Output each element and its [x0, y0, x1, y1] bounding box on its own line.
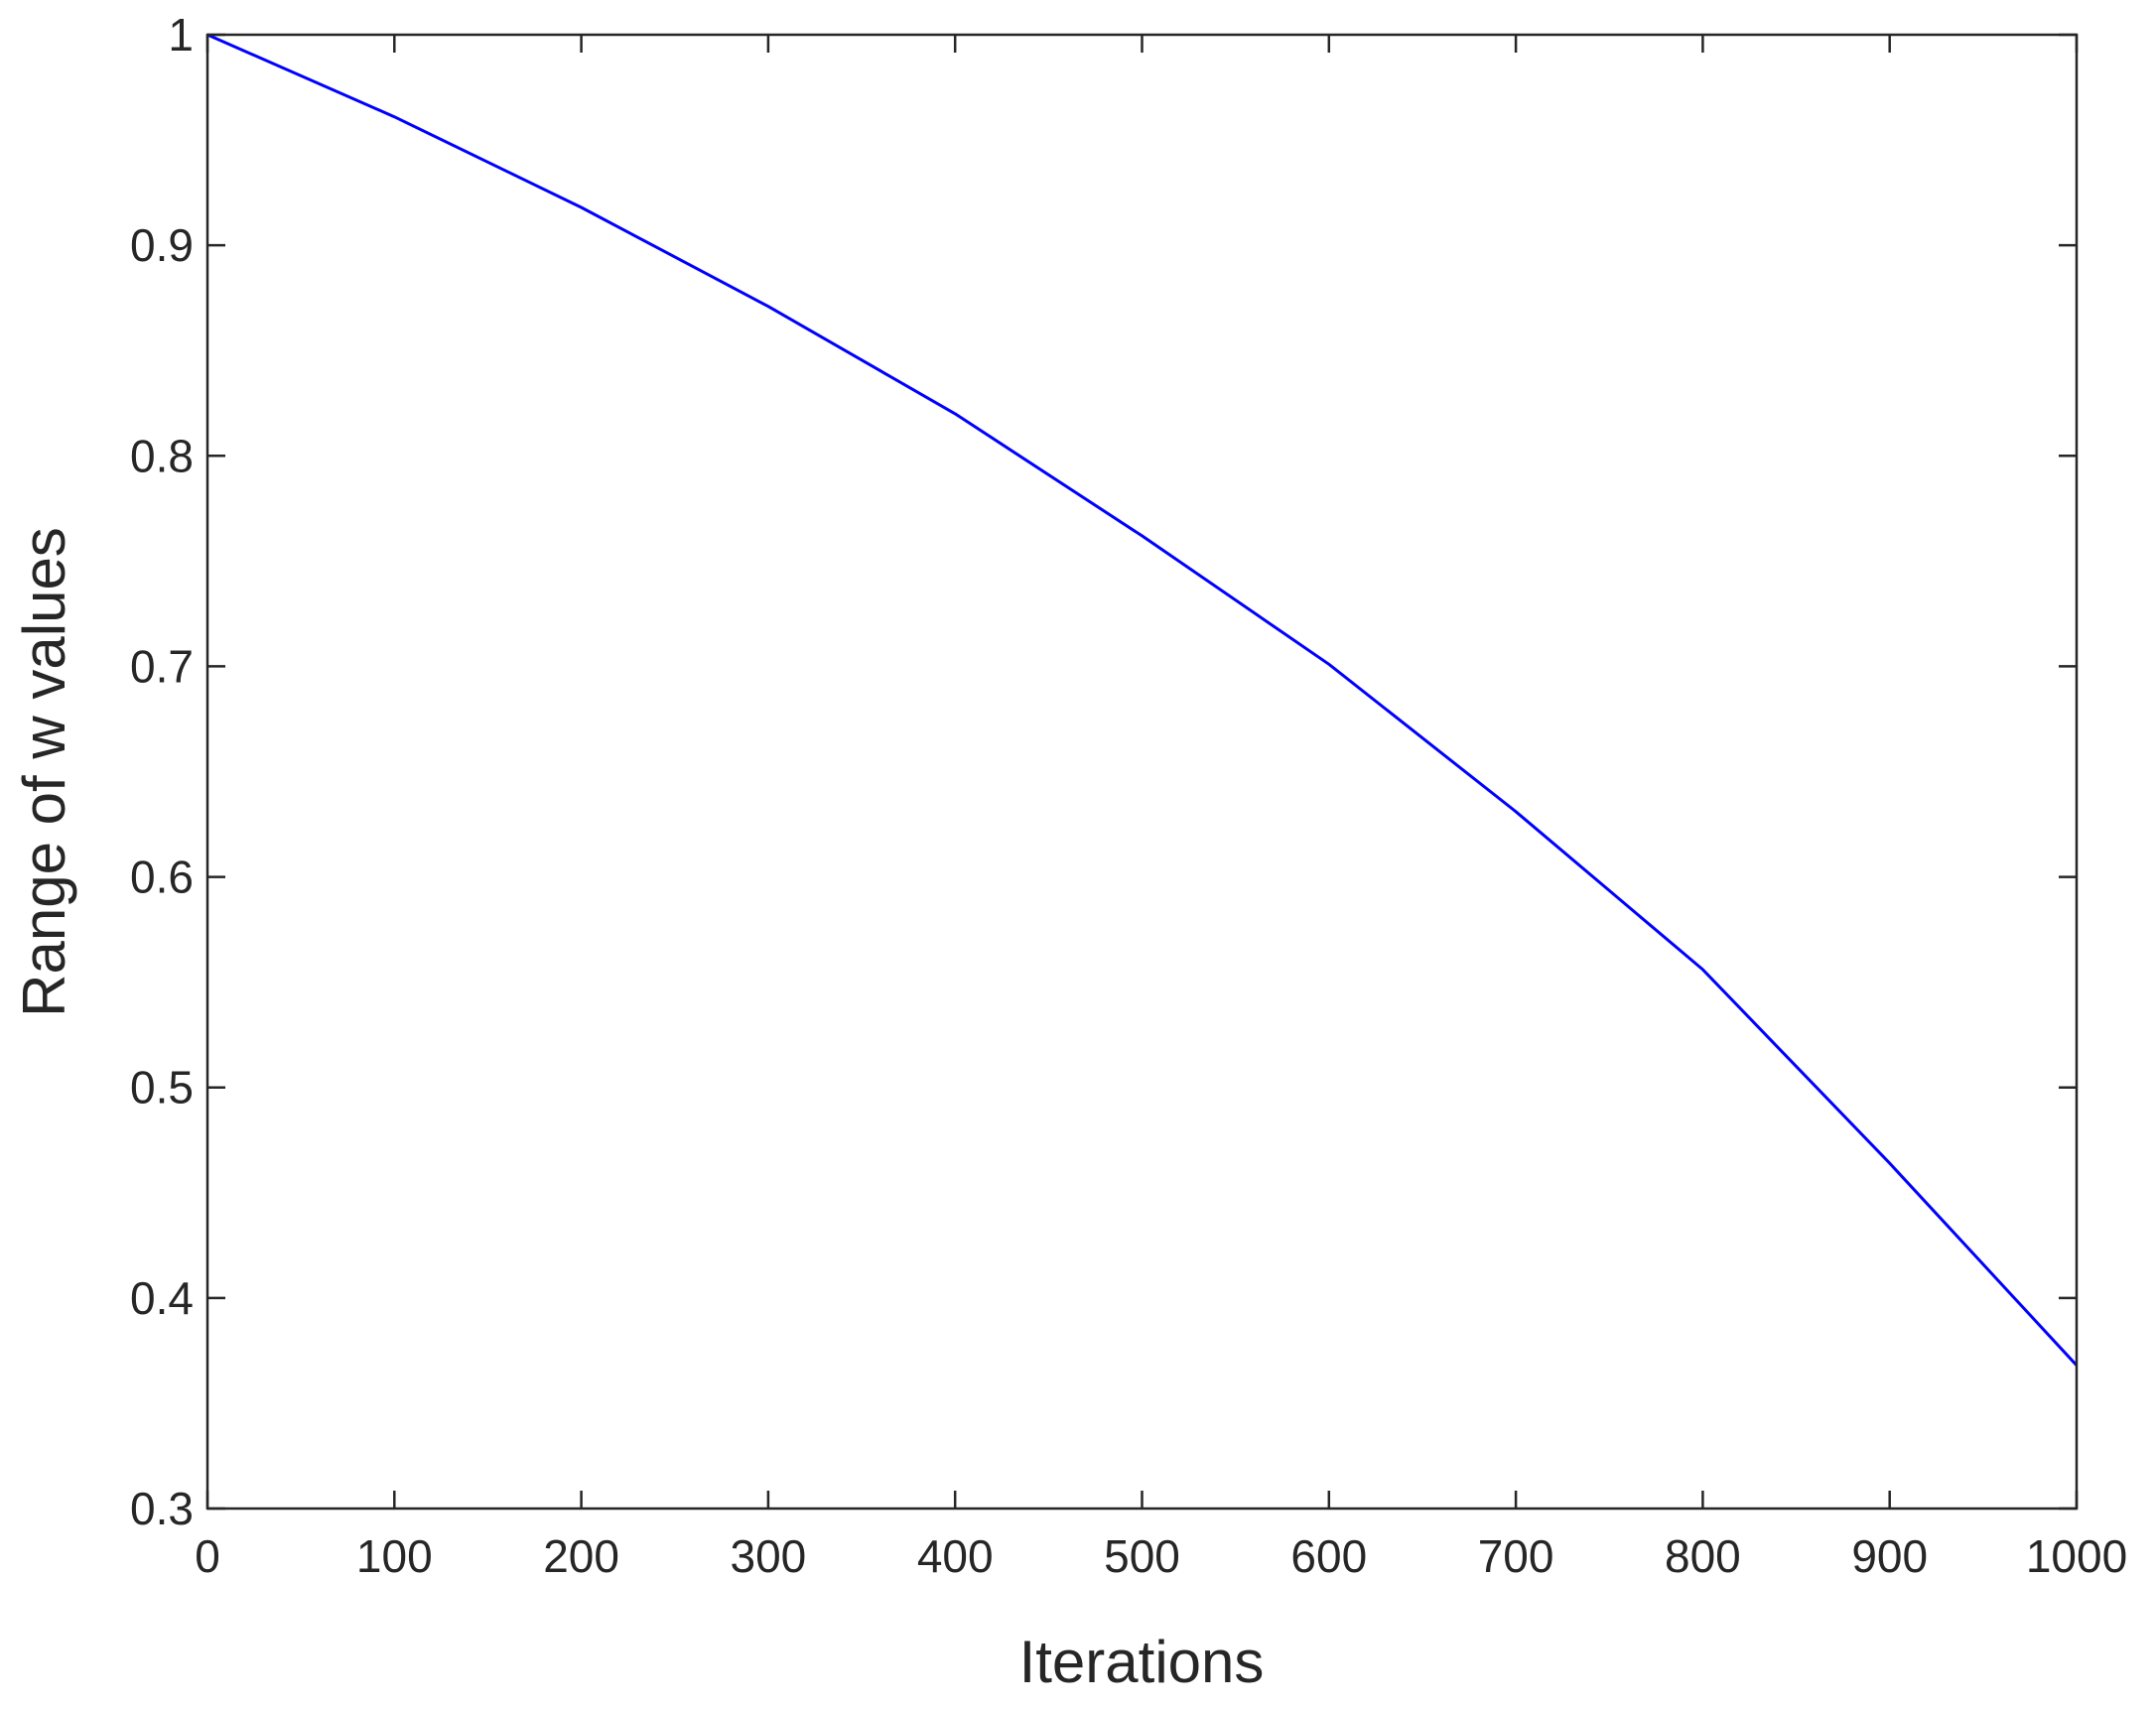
x-axis-label: Iterations — [1019, 1629, 1265, 1695]
x-tick-label: 500 — [1104, 1530, 1180, 1582]
y-tick-label: 0.4 — [130, 1272, 194, 1324]
x-tick-label: 200 — [543, 1530, 619, 1582]
x-tick-label: 100 — [356, 1530, 433, 1582]
x-tick-label: 900 — [1851, 1530, 1928, 1582]
y-tick-label: 0.3 — [130, 1483, 194, 1534]
x-tick-label: 600 — [1290, 1530, 1367, 1582]
x-tick-label: 400 — [917, 1530, 994, 1582]
x-tick-label: 300 — [731, 1530, 807, 1582]
y-tick-label: 0.8 — [130, 430, 194, 481]
y-tick-label: 0.7 — [130, 640, 194, 692]
y-tick-label: 1 — [168, 9, 194, 61]
y-axis-label: Range of w values — [11, 527, 77, 1017]
x-tick-label: 0 — [195, 1530, 220, 1582]
y-tick-label: 0.5 — [130, 1062, 194, 1114]
x-tick-label: 800 — [1665, 1530, 1741, 1582]
y-tick-label: 0.6 — [130, 852, 194, 903]
x-tick-label: 700 — [1478, 1530, 1554, 1582]
data-line — [206, 33, 2079, 1367]
y-tick-label: 0.9 — [130, 219, 194, 271]
plot-frame — [205, 33, 2079, 1511]
x-tick-label: 1000 — [2026, 1530, 2127, 1582]
